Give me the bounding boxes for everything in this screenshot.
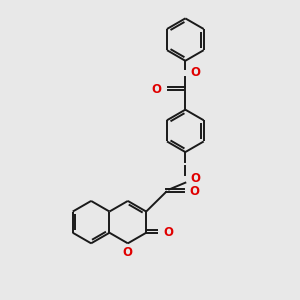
Text: O: O xyxy=(190,185,200,198)
Text: O: O xyxy=(190,172,201,185)
Text: O: O xyxy=(164,226,174,239)
Text: O: O xyxy=(152,83,162,96)
Text: O: O xyxy=(190,66,201,80)
Text: O: O xyxy=(123,246,133,259)
